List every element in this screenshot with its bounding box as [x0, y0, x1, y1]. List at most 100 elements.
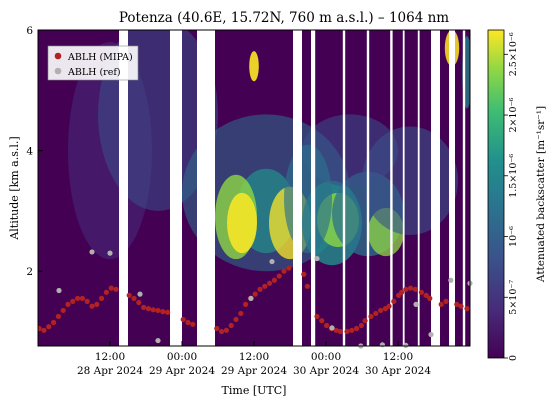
- ablh-mipa-point: [354, 325, 360, 332]
- colorbar-gradient: [487, 29, 505, 359]
- x-date-label: 29 Apr 2024: [149, 365, 215, 377]
- data-gap-band: [417, 30, 420, 346]
- ablh-mipa-point: [160, 309, 166, 315]
- ablh-mipa-point: [458, 303, 464, 309]
- ablh-ref-point: [56, 287, 62, 294]
- colorbar-tick-label: 2.5×10⁻⁶: [508, 32, 519, 76]
- ablh-ref-point: [137, 291, 143, 297]
- ablh-mipa-point: [358, 322, 364, 329]
- ablh-ref-point: [155, 337, 161, 344]
- x-tick-label: 12:00: [95, 351, 125, 363]
- ablh-mipa-point: [145, 306, 151, 312]
- ablh-mipa-point: [214, 325, 220, 332]
- data-gap-band: [402, 30, 405, 346]
- ablh-mipa-point: [333, 327, 339, 333]
- legend-label-mipa: ABLH (MIPA): [67, 52, 133, 63]
- ablh-ref-series: [56, 249, 473, 349]
- ablh-mipa-point: [378, 307, 384, 314]
- ablh-mipa-point: [70, 298, 76, 304]
- legend-marker-ref: [54, 67, 62, 75]
- ablh-mipa-point: [141, 304, 147, 311]
- ablh-mipa-point: [51, 319, 57, 326]
- legend-label-ref: ABLH (ref): [67, 67, 121, 78]
- colorbar-label: Attenuated backscatter [m⁻¹sr⁻¹]: [535, 106, 547, 283]
- ablh-mipa-point: [165, 309, 171, 315]
- ablh-mipa-point: [150, 307, 156, 313]
- ablh-mipa-point: [190, 321, 196, 327]
- ablh-mipa-point: [286, 265, 292, 271]
- legend: ABLH (MIPA) ABLH (ref): [47, 45, 139, 81]
- ablh-mipa-point: [113, 286, 119, 292]
- ablh-mipa-point: [386, 303, 392, 309]
- ablh-mipa-point: [399, 289, 405, 295]
- ablh-mipa-point: [155, 307, 161, 314]
- ablh-ref-point: [329, 325, 335, 331]
- ablh-mipa-point: [89, 303, 95, 309]
- ablh-mipa-point: [454, 301, 460, 307]
- x-tick-label: 00:00: [311, 351, 341, 363]
- ablh-mipa-point: [349, 327, 355, 333]
- data-gap-band: [170, 30, 182, 346]
- ablh-mipa-point: [262, 283, 268, 289]
- data-gap-band: [366, 30, 370, 346]
- y-axis-label: Altitude [km a.s.l.]: [8, 136, 21, 240]
- ablh-mipa-point: [136, 299, 142, 306]
- data-gap-band: [293, 30, 302, 346]
- data-gap-band: [119, 30, 128, 346]
- ablh-mipa-point: [257, 286, 263, 292]
- data-gap-band: [449, 30, 455, 346]
- legend-marker-mipa: [54, 52, 62, 60]
- ablh-mipa-point: [219, 328, 225, 335]
- x-date-label: 29 Apr 2024: [221, 365, 287, 377]
- ablh-mipa-point: [427, 295, 433, 301]
- colorbar-ticks: 0 5×10⁻⁷ 10⁻⁶ 1.5×10⁻⁶ 2×10⁻⁶ 2.5×10⁻⁶: [504, 32, 519, 361]
- ablh-mipa-point: [464, 306, 470, 312]
- x-tick-label: 12:00: [239, 351, 269, 363]
- ablh-mipa-point: [228, 322, 234, 329]
- data-gap-band: [311, 30, 316, 346]
- ablh-mipa-point: [267, 280, 273, 286]
- ablh-mipa-point: [337, 328, 343, 335]
- data-gaps: [119, 30, 466, 346]
- colorbar-tick-label: 10⁻⁶: [508, 226, 519, 247]
- colorbar-tick-label: 1.5×10⁻⁶: [508, 154, 519, 198]
- ablh-mipa-point: [79, 295, 85, 301]
- ablh-mipa-point: [108, 285, 114, 291]
- y-tick-label: 2: [26, 266, 33, 278]
- data-gap-band: [462, 30, 466, 346]
- ablh-ref-point: [269, 258, 275, 265]
- y-tick-label: 4: [26, 146, 33, 158]
- ablh-mipa-point: [418, 289, 424, 295]
- ablh-mipa-point: [243, 301, 249, 307]
- data-gap-band: [390, 30, 393, 346]
- ablh-mipa-point: [99, 295, 105, 301]
- ablh-mipa-point: [233, 316, 239, 323]
- ablh-mipa-point: [103, 289, 109, 295]
- backscatter-feature: [249, 51, 259, 82]
- y-tick-label: 6: [26, 25, 33, 37]
- colorbar-tick-label: 2×10⁻⁶: [508, 97, 519, 132]
- ablh-mipa-point: [324, 322, 330, 329]
- ablh-ref-point: [413, 301, 419, 307]
- ablh-mipa-point: [391, 298, 397, 304]
- data-gap-band: [431, 30, 440, 346]
- colorbar: 0 5×10⁻⁷ 10⁻⁶ 1.5×10⁻⁶ 2×10⁻⁶ 2.5×10⁻⁶: [487, 29, 519, 361]
- ablh-mipa-point: [304, 283, 310, 289]
- ablh-mipa-point: [276, 273, 282, 279]
- ablh-mipa-point: [438, 301, 444, 307]
- ablh-mipa-point: [368, 313, 374, 320]
- x-axis-label: Time [UTC]: [222, 384, 287, 397]
- ablh-mipa-point: [55, 313, 62, 320]
- ablh-mipa-point: [412, 286, 418, 292]
- ablh-ref-point: [248, 295, 254, 301]
- ablh-ref-point: [107, 250, 113, 256]
- x-axis: 12:00 28 Apr 2024 00:00 29 Apr 2024 12:00 29 …: [77, 341, 431, 377]
- ablh-ref-point: [379, 342, 385, 348]
- ablh-mipa-point: [126, 292, 132, 298]
- ablh-mipa-point: [38, 325, 42, 332]
- data-gap-band: [342, 30, 346, 346]
- ablh-ref-point: [448, 277, 454, 283]
- ablh-mipa-point: [314, 313, 320, 320]
- ablh-ref-point: [314, 255, 320, 262]
